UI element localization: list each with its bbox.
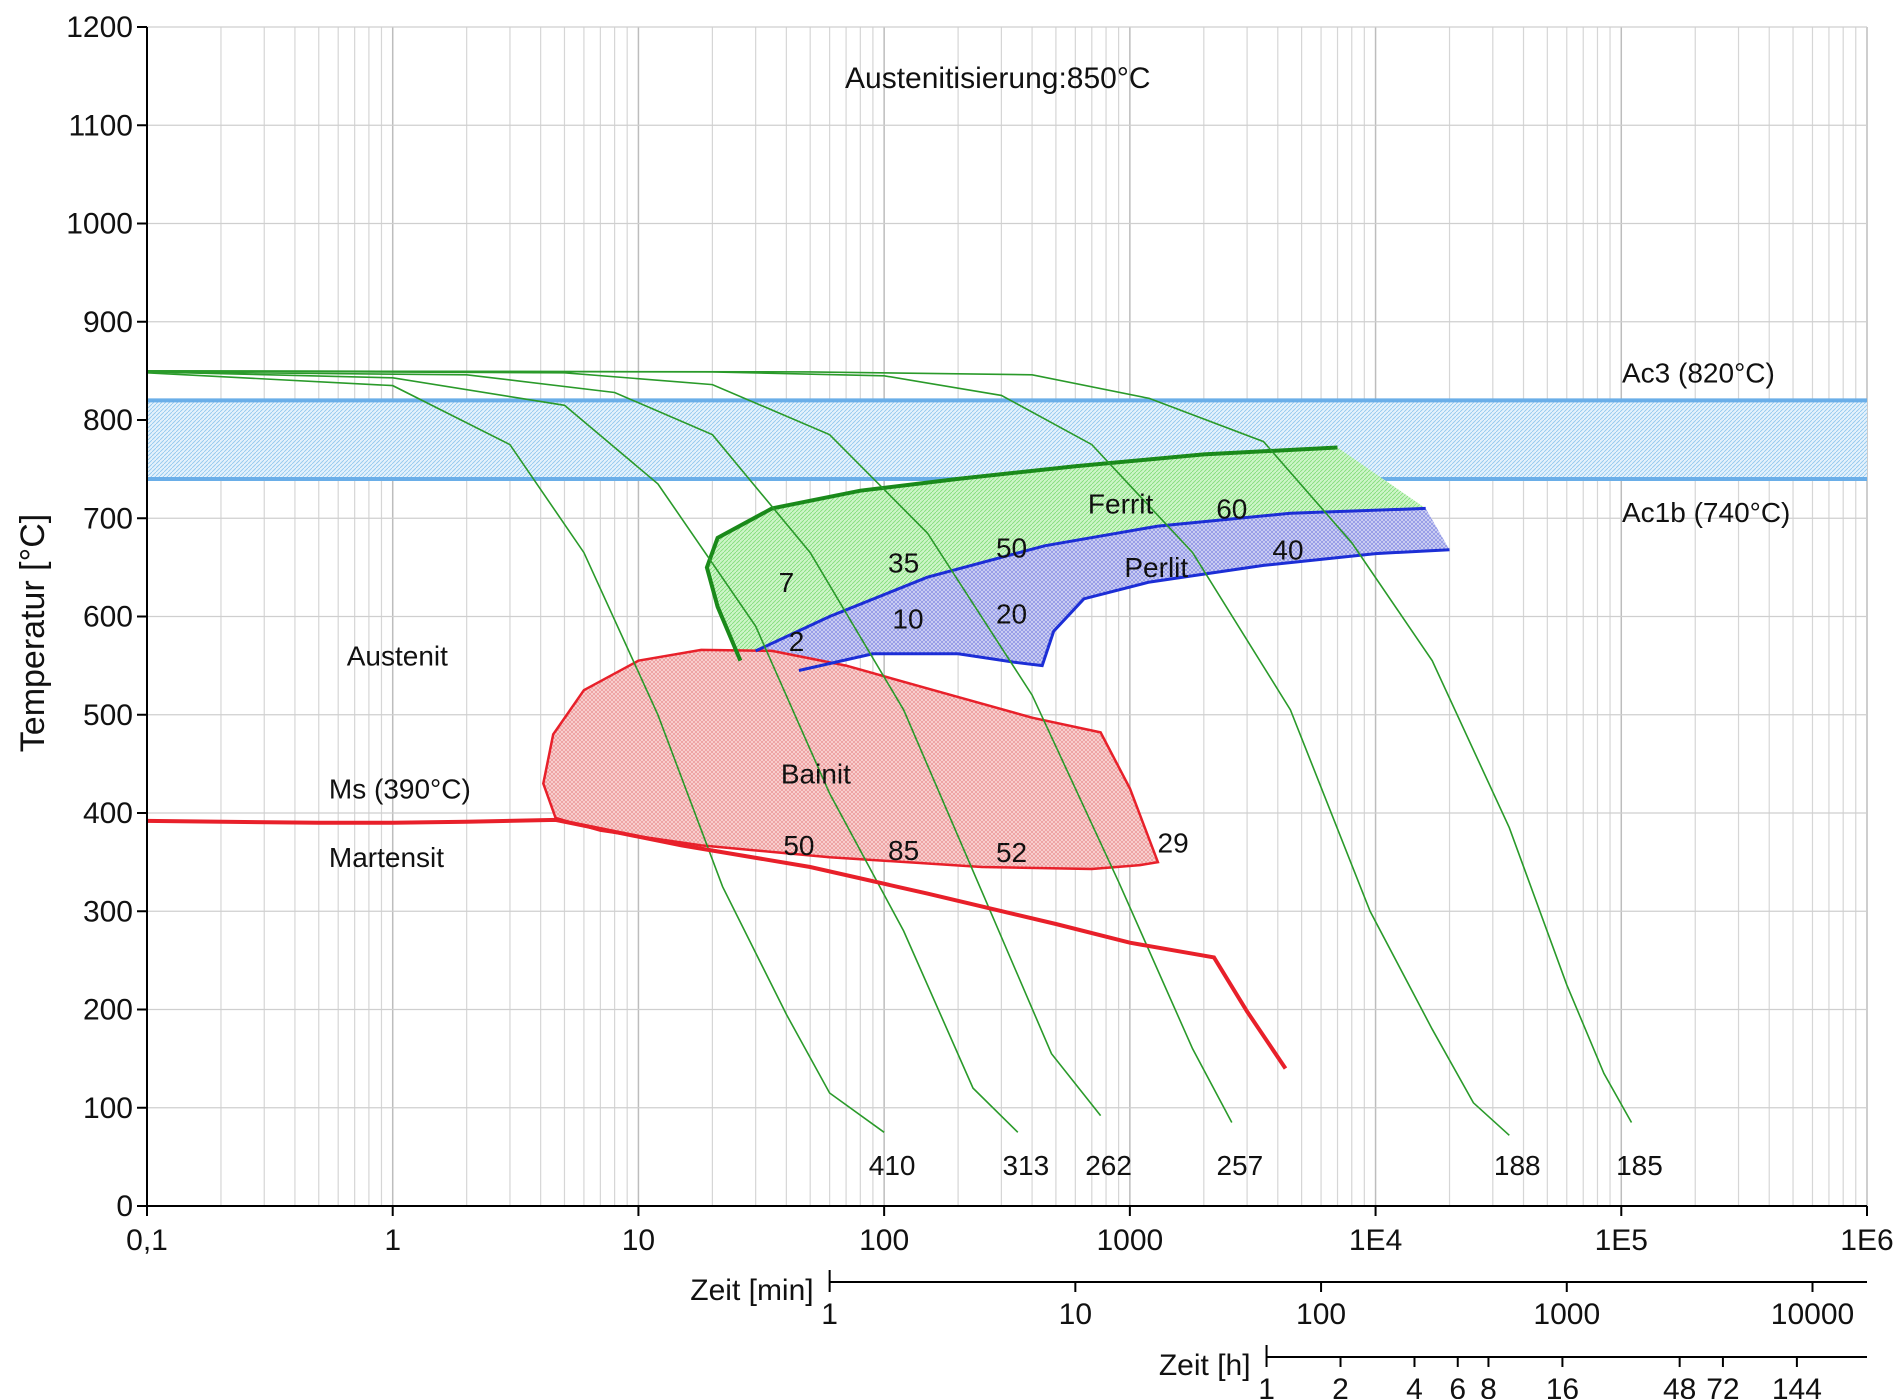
hardness-label: 185 xyxy=(1616,1150,1663,1181)
hardness-label: 313 xyxy=(1002,1150,1049,1181)
cooling-curve xyxy=(146,370,1233,1123)
y-tick-label: 200 xyxy=(83,994,133,1027)
y-tick-label: 400 xyxy=(83,797,133,830)
x-tick-label: 1E4 xyxy=(1349,1224,1402,1257)
transformation-label: 60 xyxy=(1216,493,1247,524)
cooling-curve xyxy=(146,371,1102,1117)
transformation-label: 35 xyxy=(888,547,919,578)
ac-label: Ac3 (820°C) xyxy=(1622,357,1775,388)
secondary-tick-label: 100 xyxy=(1296,1298,1346,1331)
secondary-tick-label: 2 xyxy=(1332,1373,1349,1399)
transformation-label: 29 xyxy=(1158,827,1189,858)
phase-label: Martensit xyxy=(329,842,444,873)
secondary-tick-label: 8 xyxy=(1480,1373,1497,1399)
cooling-curve xyxy=(146,372,885,1133)
x-tick-label: 1E6 xyxy=(1840,1224,1893,1257)
axes: 0100200300400500600700800900100011001200… xyxy=(66,11,1893,1399)
secondary-tick-label: 1 xyxy=(821,1298,838,1331)
y-tick-label: 1200 xyxy=(66,11,133,44)
region-ferrit xyxy=(706,447,1426,661)
y-tick-label: 1100 xyxy=(68,109,133,142)
y-tick-label: 600 xyxy=(83,601,133,634)
cooling-curve xyxy=(146,371,1019,1133)
y-axis-title: Temperatur [°C] xyxy=(14,514,52,752)
x-tick-label: 1000 xyxy=(1096,1224,1163,1257)
secondary-tick-label: 1000 xyxy=(1533,1298,1600,1331)
phase-label: Ferrit xyxy=(1088,488,1154,519)
transformation-label: 85 xyxy=(888,835,919,866)
perlit-start-line xyxy=(755,506,1426,653)
y-tick-label: 700 xyxy=(83,502,133,535)
phase-label: Ms (390°C) xyxy=(329,773,471,804)
y-tick-label: 300 xyxy=(83,895,133,928)
secondary-tick-label: 48 xyxy=(1663,1373,1696,1399)
secondary-tick-label: 72 xyxy=(1706,1373,1739,1399)
transformation-label: 10 xyxy=(892,603,923,634)
annotation-top: Austenitisierung:850°C xyxy=(845,62,1151,95)
ms-line xyxy=(146,817,1288,1070)
y-tick-label: 500 xyxy=(83,699,133,732)
y-tick-label: 100 xyxy=(83,1092,133,1125)
phase-label: Bainit xyxy=(781,759,851,790)
secondary-tick-label: 1 xyxy=(1258,1373,1275,1399)
transformation-label: 50 xyxy=(783,830,814,861)
secondary-tick-label: 16 xyxy=(1546,1373,1579,1399)
x-tick-label: 1 xyxy=(384,1224,401,1257)
hardness-label: 188 xyxy=(1494,1150,1541,1181)
cooling-curves: 410 313 262 257 188 185 xyxy=(146,370,1663,1181)
y-tick-label: 0 xyxy=(116,1190,133,1223)
grid xyxy=(146,26,1868,1207)
phase-regions xyxy=(542,445,1450,871)
transformation-label: 7 xyxy=(779,567,795,598)
transformation-label: 2 xyxy=(789,626,805,657)
transformation-label: 40 xyxy=(1272,535,1303,566)
x-tick-label: 10 xyxy=(622,1224,655,1257)
y-tick-label: 800 xyxy=(83,404,133,437)
secondary-axis-title: Zeit [min] xyxy=(690,1274,813,1307)
phase-label: Perlit xyxy=(1124,552,1188,583)
ac-label: Ac1b (740°C) xyxy=(1622,497,1790,528)
secondary-tick-label: 4 xyxy=(1406,1373,1423,1399)
labels: Austenit Martensit Ms (390°C) Ferrit Perlit B… xyxy=(329,488,1304,873)
y-tick-label: 900 xyxy=(83,306,133,339)
x-tick-label: 100 xyxy=(859,1224,909,1257)
ac-band-fill xyxy=(147,400,1867,479)
phase-label: Austenit xyxy=(347,641,448,672)
hardness-label: 257 xyxy=(1216,1150,1263,1181)
critical-temperature-band: Ac3 (820°C) Ac1b (740°C) xyxy=(147,357,1867,528)
secondary-axis-title: Zeit [h] xyxy=(1159,1349,1251,1382)
transformation-label: 52 xyxy=(996,837,1027,868)
secondary-tick-label: 10 xyxy=(1059,1298,1092,1331)
hardness-label: 262 xyxy=(1085,1150,1132,1181)
cooling-curve xyxy=(146,370,1633,1123)
cooling-curve xyxy=(146,370,1510,1136)
hardness-label: 410 xyxy=(869,1150,916,1181)
perlit-end-line xyxy=(798,548,1450,672)
ms-series-line xyxy=(146,817,1288,1070)
region-perlit xyxy=(755,508,1450,671)
transformation-label: 20 xyxy=(996,598,1027,629)
transformation-label: 50 xyxy=(996,533,1027,564)
secondary-tick-label: 10000 xyxy=(1771,1298,1854,1331)
secondary-tick-label: 144 xyxy=(1772,1373,1822,1399)
x-tick-label: 1E5 xyxy=(1595,1224,1648,1257)
y-tick-label: 1000 xyxy=(66,208,133,241)
ferrit-start-line xyxy=(704,445,1338,662)
secondary-tick-label: 6 xyxy=(1449,1373,1466,1399)
x-tick-label: 0,1 xyxy=(126,1224,168,1257)
region-bainit xyxy=(542,648,1160,871)
